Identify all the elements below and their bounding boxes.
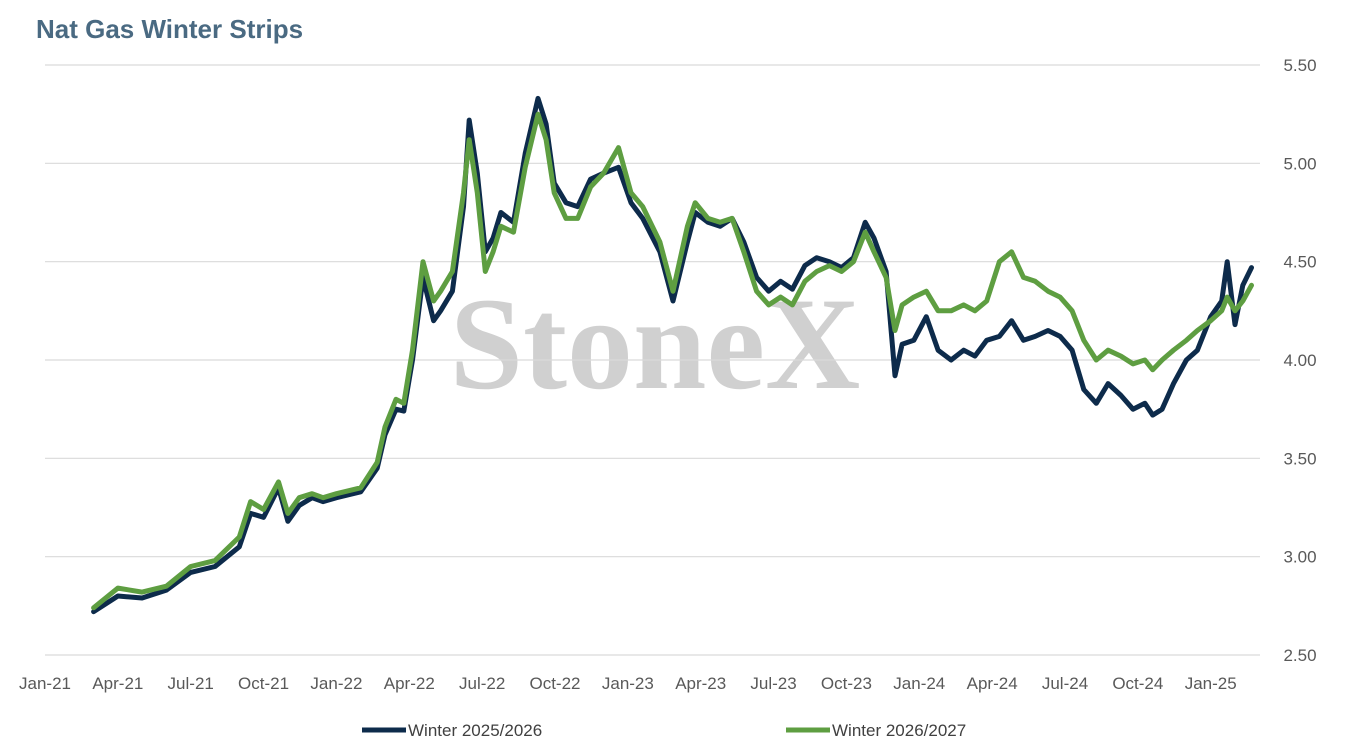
x-tick-label: Apr-22	[384, 674, 435, 693]
y-tick-label: 5.50	[1283, 56, 1316, 75]
x-axis-tick-labels: Jan-21 Apr-21 Jul-21 Oct-21 Jan-22 Apr-22 Jul-…	[19, 674, 1237, 693]
y-tick-label: 4.00	[1283, 351, 1316, 370]
series-line-2	[91, 111, 1254, 611]
y-tick-label: 4.50	[1283, 253, 1316, 272]
x-tick-label: Oct-22	[529, 674, 580, 693]
x-tick-label: Jul-24	[1042, 674, 1088, 693]
chart-title: Nat Gas Winter Strips	[36, 14, 304, 44]
x-tick-label: Oct-24	[1112, 674, 1163, 693]
legend-label-1: Winter 2025/2026	[408, 721, 542, 740]
x-tick-label: Jan-25	[1185, 674, 1237, 693]
x-tick-label: Jan-24	[893, 674, 945, 693]
x-tick-label: Jan-21	[19, 674, 71, 693]
x-tick-label: Jan-22	[310, 674, 362, 693]
series-line-1	[91, 95, 1254, 615]
x-tick-label: Jul-23	[750, 674, 796, 693]
x-tick-label: Apr-24	[967, 674, 1018, 693]
legend: Winter 2025/2026 Winter 2026/2027	[362, 721, 966, 740]
y-tick-label: 3.00	[1283, 548, 1316, 567]
x-tick-label: Oct-23	[821, 674, 872, 693]
x-tick-label: Oct-21	[238, 674, 289, 693]
x-tick-label: Jul-22	[459, 674, 505, 693]
x-tick-label: Jul-21	[168, 674, 214, 693]
gridlines	[45, 64, 1260, 656]
y-axis-tick-labels: 5.50 5.00 4.50 4.00 3.50 3.00 2.50	[1283, 56, 1316, 665]
x-tick-label: Jan-23	[602, 674, 654, 693]
y-tick-label: 5.00	[1283, 154, 1316, 173]
y-tick-label: 3.50	[1283, 449, 1316, 468]
x-tick-label: Apr-23	[675, 674, 726, 693]
y-tick-label: 2.50	[1283, 646, 1316, 665]
series-lines	[91, 95, 1254, 615]
x-tick-label: Apr-21	[92, 674, 143, 693]
stonex-watermark: StoneX	[450, 270, 861, 417]
legend-label-2: Winter 2026/2027	[832, 721, 966, 740]
